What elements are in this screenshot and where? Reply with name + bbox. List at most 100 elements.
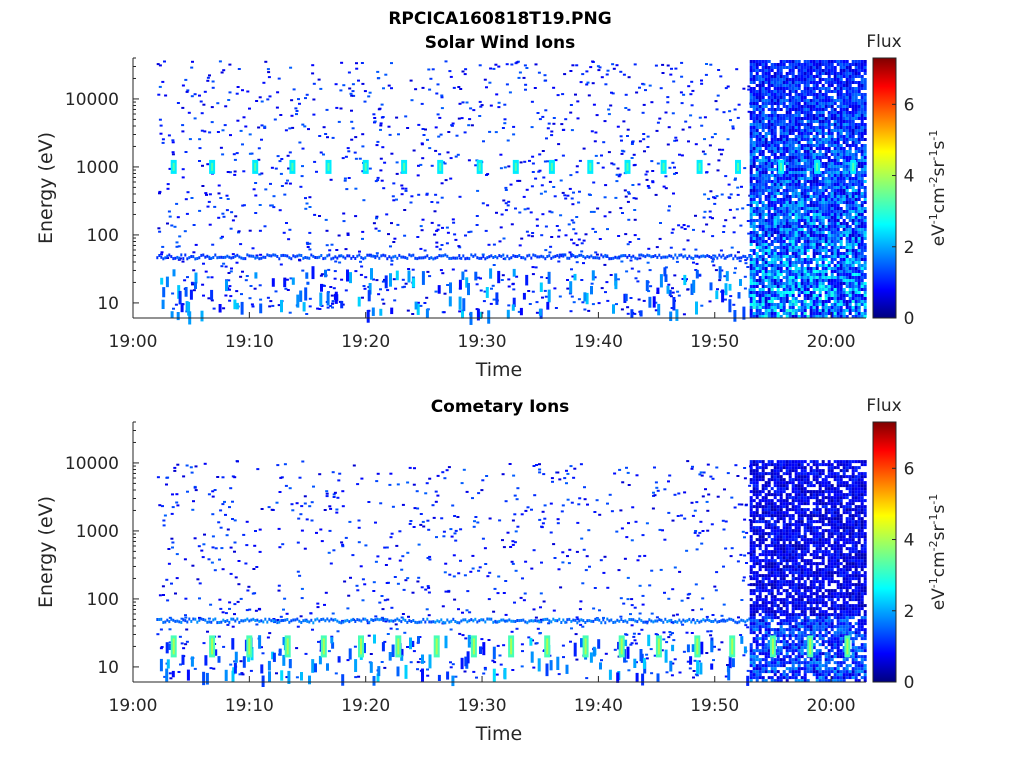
panel2-spectrogram bbox=[156, 460, 867, 688]
spectrogram-cell bbox=[404, 187, 408, 190]
band-cell bbox=[232, 255, 235, 259]
spectrogram-cell bbox=[226, 171, 230, 173]
dense-cell bbox=[785, 117, 789, 120]
dense-cell bbox=[794, 195, 798, 198]
dense-cell bbox=[845, 270, 849, 273]
dense-cell bbox=[833, 66, 837, 69]
dense-cell bbox=[779, 300, 783, 303]
dense-cell bbox=[851, 246, 855, 249]
dense-cell bbox=[863, 294, 867, 297]
dense-cell bbox=[779, 264, 783, 267]
spectrogram-cell bbox=[434, 126, 438, 129]
spectrogram-cell bbox=[513, 541, 517, 544]
low-energy-cell bbox=[178, 290, 182, 305]
dense-cell bbox=[767, 201, 771, 204]
dense-cell bbox=[860, 192, 864, 195]
dense-cell bbox=[836, 267, 840, 270]
dense-cell bbox=[788, 180, 792, 183]
dense-cell bbox=[824, 72, 828, 75]
dense-cell bbox=[794, 84, 798, 87]
spectrogram-cell bbox=[440, 196, 444, 199]
dense-cell bbox=[839, 75, 843, 78]
dense-cell bbox=[755, 147, 759, 150]
dense-cell bbox=[773, 201, 777, 204]
dense-cell bbox=[827, 282, 831, 285]
dense-cell bbox=[818, 165, 822, 168]
dense-cell bbox=[815, 231, 819, 234]
dense-cell bbox=[854, 192, 858, 195]
dense-cell bbox=[770, 132, 774, 135]
dense-cell bbox=[755, 246, 759, 249]
dense-cell bbox=[761, 273, 765, 276]
dense-cell bbox=[779, 285, 783, 288]
spectrogram-cell bbox=[181, 168, 185, 171]
dense-cell bbox=[800, 78, 804, 81]
band-cell bbox=[676, 256, 679, 260]
dense-cell bbox=[833, 198, 837, 201]
dense-cell bbox=[815, 69, 819, 72]
spectrogram-cell bbox=[739, 224, 743, 227]
dense-cell bbox=[752, 237, 756, 240]
dense-cell bbox=[839, 210, 843, 213]
spectrogram-cell bbox=[171, 292, 175, 295]
dense-cell bbox=[761, 234, 765, 237]
dense-cell bbox=[773, 72, 777, 75]
dense-cell bbox=[782, 297, 786, 300]
spectrogram-cell bbox=[330, 243, 334, 246]
dense-cell bbox=[752, 105, 756, 108]
spectrogram-cell bbox=[527, 290, 531, 292]
spectrogram-cell bbox=[206, 163, 210, 166]
dense-cell bbox=[782, 159, 786, 162]
dense-cell bbox=[758, 291, 762, 294]
spectrogram-cell bbox=[569, 174, 573, 177]
dense-cell bbox=[797, 153, 801, 156]
panel1-unit-text: eV-1cm-2sr-1s-1 bbox=[927, 130, 949, 247]
dense-cell bbox=[842, 75, 846, 78]
dense-cell bbox=[839, 246, 843, 249]
spectrogram-cell bbox=[664, 187, 668, 190]
band-cell bbox=[266, 253, 269, 257]
spectrogram-cell bbox=[301, 269, 305, 272]
dense-cell bbox=[818, 108, 822, 111]
low-energy-cell bbox=[718, 266, 722, 279]
dense-cell bbox=[857, 279, 861, 282]
dense-cell bbox=[803, 147, 807, 150]
dense-cell bbox=[761, 252, 765, 255]
dense-cell bbox=[857, 237, 861, 240]
dense-cell bbox=[776, 183, 780, 186]
dense-cell bbox=[788, 69, 792, 72]
spectrogram-cell bbox=[661, 72, 665, 74]
dense-cell bbox=[803, 102, 807, 105]
dense-cell bbox=[788, 87, 792, 90]
dense-cell bbox=[857, 186, 861, 189]
dense-cell bbox=[758, 78, 762, 81]
spectrogram-cell bbox=[676, 290, 680, 293]
dense-cell bbox=[761, 90, 765, 93]
dense-cell bbox=[773, 303, 777, 306]
dense-cell bbox=[854, 216, 858, 219]
dense-cell bbox=[854, 261, 858, 264]
spectrogram-cell bbox=[206, 276, 210, 279]
spectrogram-cell bbox=[251, 305, 255, 308]
spectrogram-cell bbox=[379, 288, 382, 291]
dense-cell bbox=[770, 264, 774, 267]
dense-cell bbox=[779, 198, 783, 201]
dense-cell bbox=[785, 189, 789, 192]
dense-cell bbox=[845, 96, 849, 99]
dense-cell bbox=[845, 75, 849, 78]
spectrogram-cell bbox=[417, 193, 421, 196]
dense-cell bbox=[815, 183, 819, 186]
dense-cell bbox=[794, 213, 798, 216]
spectrogram-cell bbox=[467, 124, 471, 127]
dense-cell bbox=[863, 309, 867, 312]
dense-cell bbox=[818, 93, 822, 96]
spectrogram-cell bbox=[530, 185, 534, 188]
dense-cell bbox=[779, 99, 783, 102]
dense-cell bbox=[827, 135, 831, 138]
dense-cell bbox=[749, 243, 753, 246]
dense-cell bbox=[833, 222, 837, 225]
dense-cell bbox=[749, 141, 753, 144]
dense-cell bbox=[833, 75, 837, 78]
dense-cell bbox=[836, 285, 840, 288]
dense-cell bbox=[761, 78, 765, 81]
